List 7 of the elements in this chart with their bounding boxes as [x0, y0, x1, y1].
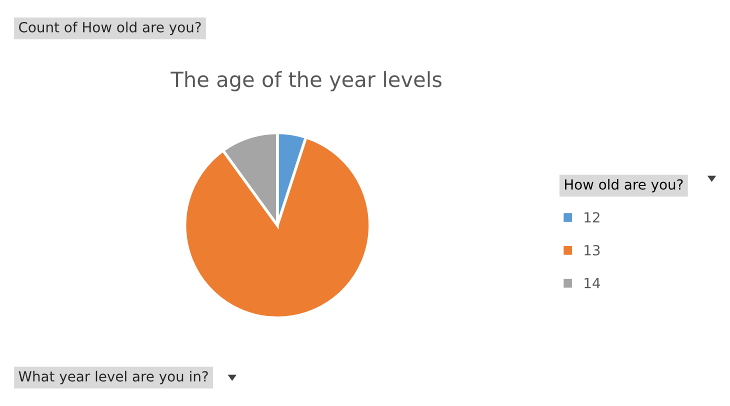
legend-label: 12 — [584, 212, 600, 222]
legend-title: How old are you? — [565, 178, 683, 192]
text: Count of How old are you? — [19, 22, 201, 36]
legend-label: 13 — [584, 244, 600, 256]
chart-title: The age of the year levels — [170, 71, 442, 92]
legend-label: 14 — [584, 278, 600, 288]
text: What year level are you in? — [18, 370, 208, 384]
